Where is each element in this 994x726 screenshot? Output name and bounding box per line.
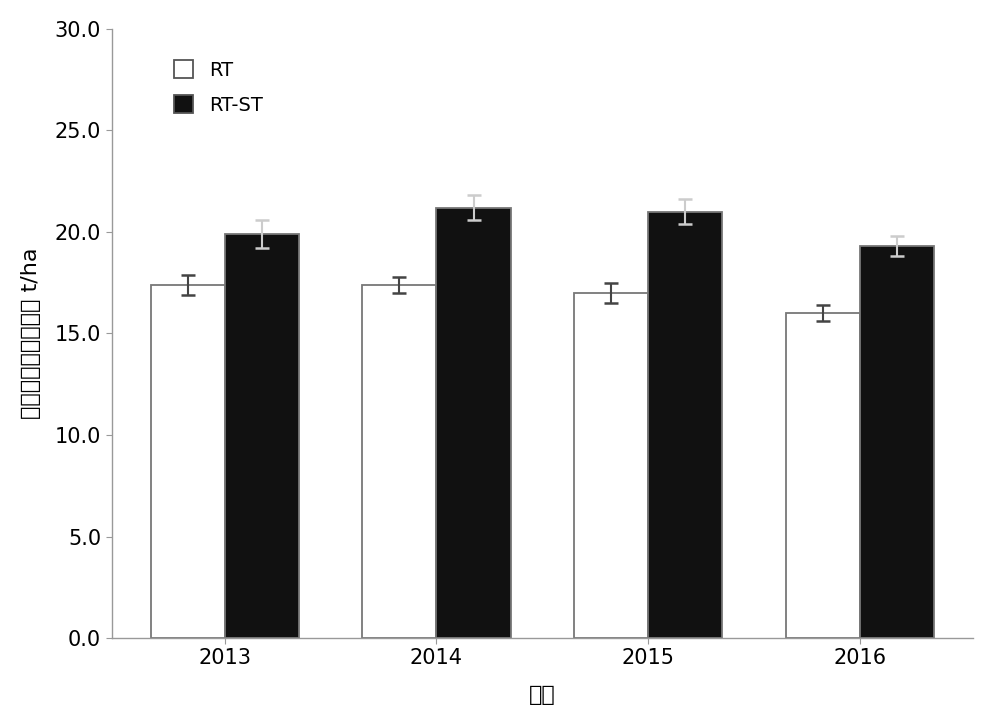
Bar bbox=[151, 285, 225, 638]
Bar bbox=[575, 293, 648, 638]
Bar bbox=[786, 313, 860, 638]
Legend: RT, RT-ST: RT, RT-ST bbox=[164, 51, 272, 124]
Bar bbox=[436, 208, 511, 638]
Y-axis label: 小麦玉米周年总产量 t/ha: 小麦玉米周年总产量 t/ha bbox=[21, 248, 41, 419]
X-axis label: 年份: 年份 bbox=[529, 685, 556, 705]
Bar bbox=[363, 285, 436, 638]
Bar bbox=[225, 234, 299, 638]
Bar bbox=[860, 246, 934, 638]
Bar bbox=[648, 211, 723, 638]
